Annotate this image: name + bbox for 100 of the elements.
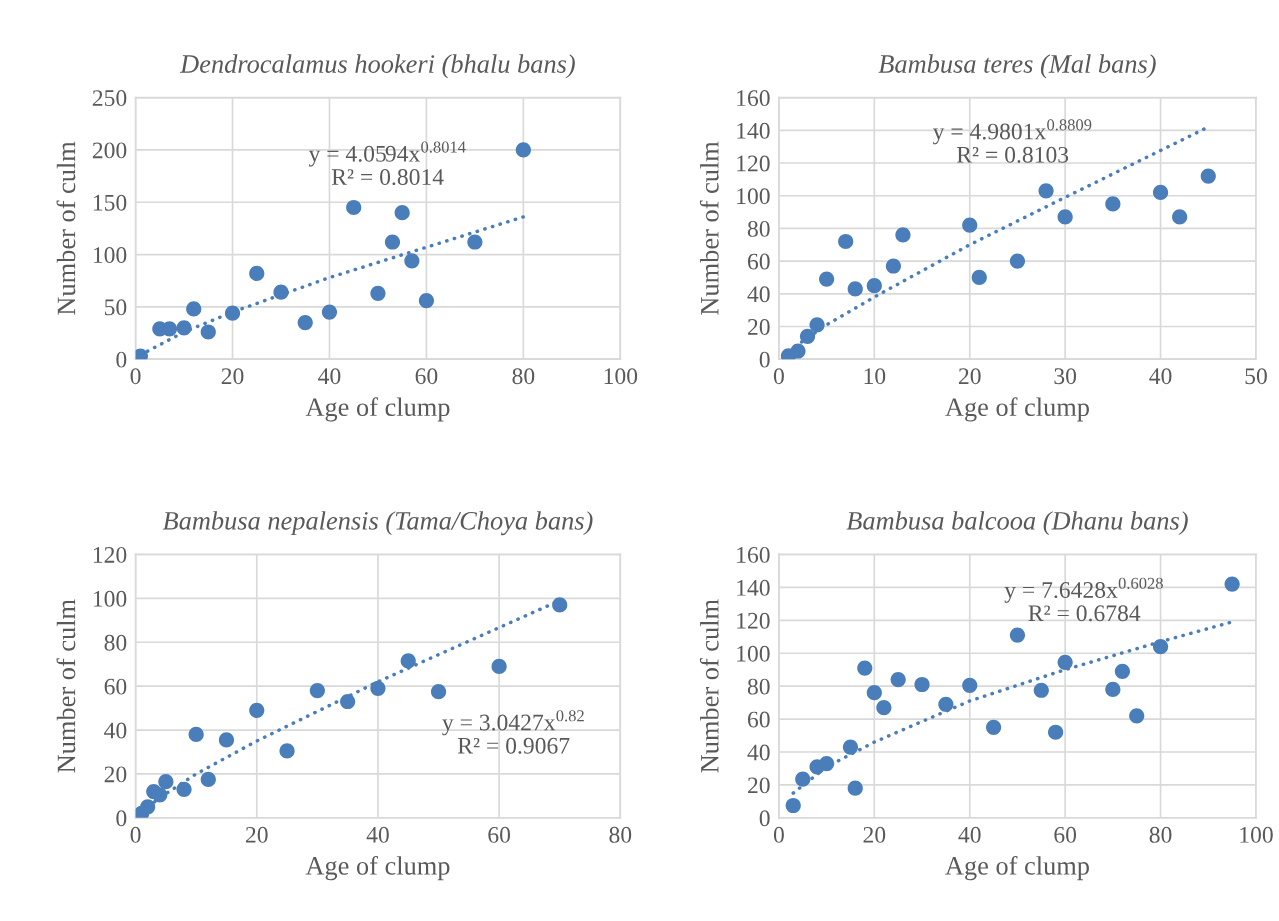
y-axis-title: Number of culm: [699, 141, 719, 315]
annotation: y = 7.6428x$^{0.6028}$ R² = 0.6784: [1004, 577, 1163, 622]
point: [1033, 682, 1049, 698]
point: [224, 305, 241, 321]
point: [200, 324, 216, 340]
point: [1105, 681, 1121, 698]
x-tick-label: 20: [958, 368, 981, 385]
point: [1038, 183, 1054, 199]
point: [962, 677, 978, 693]
point: [1057, 654, 1073, 670]
x-tick-label: 0: [773, 826, 784, 843]
point: [297, 314, 313, 331]
point: [890, 671, 906, 688]
x-tick-label: 0: [130, 826, 141, 843]
point: [795, 771, 811, 787]
chart-title: Dendrocalamus hookeri (bhalu bans): [179, 54, 575, 79]
x-tick-label: 50: [1245, 368, 1267, 385]
point: [152, 787, 168, 803]
point: [186, 301, 202, 317]
y-tick-label: 80: [747, 220, 770, 237]
point: [1114, 663, 1131, 679]
point: [866, 685, 882, 701]
x-tick-label: 80: [1149, 826, 1172, 843]
point: [885, 258, 902, 274]
point: [1129, 708, 1145, 724]
point: [552, 597, 568, 613]
point: [876, 699, 892, 716]
point: [847, 281, 863, 297]
y-tick-label: 60: [104, 678, 127, 695]
x-tick-label: 40: [366, 826, 389, 843]
point: [400, 653, 416, 669]
y-tick-label: 100: [737, 645, 770, 662]
y-tick-label: 250: [92, 90, 127, 107]
point: [1152, 184, 1169, 201]
point: [985, 719, 1002, 735]
y-tick-label: 120: [93, 546, 127, 563]
y-tick-label: 40: [104, 722, 127, 739]
y-tick-label: 50: [105, 299, 127, 316]
y-tick-label: 0: [116, 810, 127, 827]
point: [799, 328, 816, 344]
chart-title: Bambusa nepalensis (Tama/Choya bans): [162, 511, 593, 536]
point: [394, 205, 410, 221]
point: [895, 227, 911, 243]
y-tick-label: 120: [737, 155, 770, 172]
point: [370, 285, 386, 301]
y-tick-label: 200: [92, 142, 127, 159]
chart-title: Bambusa balcooa (Dhanu bans): [846, 511, 1188, 536]
x-tick-label: 80: [609, 826, 632, 843]
y-axis-title: Number of culm: [56, 599, 76, 773]
x-tick-label: 60: [1054, 826, 1077, 843]
y-tick-label: 100: [93, 247, 127, 263]
point: [866, 278, 882, 294]
x-axis-title: Age of clump: [945, 855, 1089, 881]
x-tick-label: 60: [415, 368, 438, 385]
point: [1009, 627, 1026, 643]
x-axis-title: Age of clump: [305, 855, 450, 881]
y-tick-label: 80: [104, 634, 127, 651]
point: [1057, 209, 1073, 225]
point: [962, 217, 978, 233]
y-tick-label: 160: [737, 546, 770, 563]
point: [418, 292, 435, 309]
point: [914, 676, 930, 693]
point: [838, 233, 854, 250]
y-tick-label: 160: [737, 90, 770, 107]
y-tick-label: 120: [737, 612, 770, 629]
y-tick-label: 20: [748, 777, 770, 794]
point: [1200, 168, 1216, 184]
point: [938, 696, 954, 712]
point: [809, 317, 825, 333]
y-tick-label: 0: [759, 351, 770, 368]
x-tick-label: 100: [1240, 826, 1273, 843]
x-axis-title: Age of clump: [945, 397, 1089, 422]
x-tick-label: 60: [488, 826, 511, 843]
y-tick-label: 80: [747, 678, 770, 695]
point: [188, 726, 204, 743]
point: [491, 658, 507, 674]
point: [842, 739, 859, 755]
y-tick-label: 60: [747, 711, 770, 728]
annotation: y = 4.0594x$^{0.8014}$ R² = 0.8014: [308, 141, 466, 186]
y-tick-label: 140: [737, 122, 770, 139]
point: [158, 774, 174, 790]
x-tick-label: 40: [958, 826, 981, 843]
point: [1009, 253, 1026, 269]
y-tick-label: 40: [747, 286, 770, 303]
point: [321, 304, 338, 320]
x-tick-label: 0: [130, 368, 141, 385]
point: [140, 799, 156, 815]
point: [346, 199, 362, 216]
point: [819, 271, 835, 287]
x-axis-title: Age of clump: [305, 397, 450, 422]
x-tick-label: 0: [773, 368, 784, 385]
x-tick-label: 80: [512, 368, 535, 385]
point: [404, 253, 420, 269]
y-tick-label: 100: [93, 590, 127, 607]
point: [857, 660, 873, 676]
x-tick-label: 30: [1054, 368, 1077, 385]
x-tick-label: 40: [1149, 368, 1172, 385]
point: [384, 234, 401, 250]
point: [430, 684, 447, 700]
point: [249, 265, 265, 281]
